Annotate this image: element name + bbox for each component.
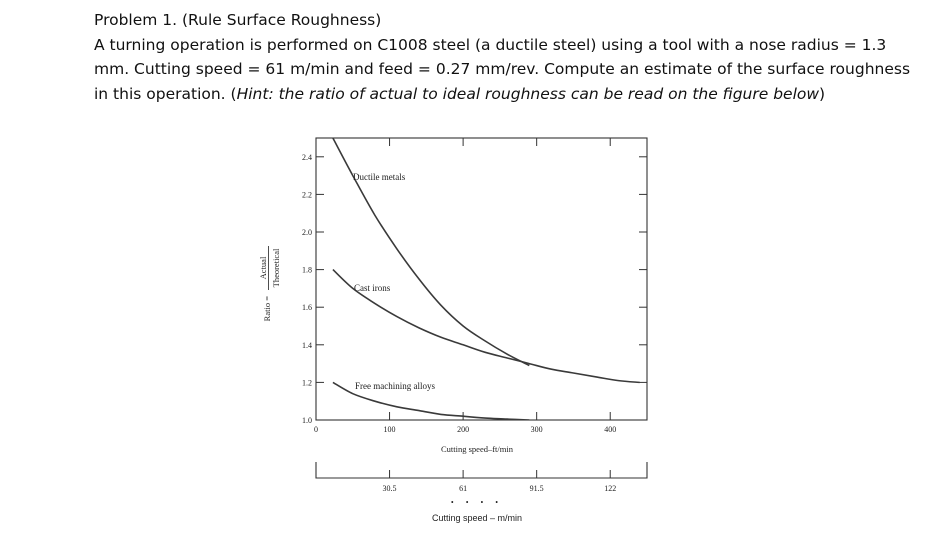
secondary-axis-label: Cutting speed – m/min [432, 513, 522, 523]
y-axis-label-denominator: Theoretical [271, 248, 281, 287]
problem-line-1: A turning operation is performed on C100… [94, 35, 887, 54]
y-tick-label-2: 1.4 [302, 341, 312, 350]
y-tick-label-1: 1.2 [302, 378, 312, 387]
problem-line-3-prefix: in this operation. ( [94, 84, 237, 103]
y-tick-label-0: 1.0 [302, 416, 312, 425]
secondary-tick-label-0: 30.5 [383, 484, 397, 493]
curve-label-ductile-metals: Ductile metals [353, 172, 406, 182]
curve-ductile-metals [332, 138, 530, 367]
plot-frame [315, 137, 648, 421]
curves [332, 138, 640, 420]
x-tick-label-1: 100 [384, 425, 396, 434]
curve-free-machining-alloys [332, 381, 530, 420]
y-tick-label-7: 2.4 [302, 153, 312, 162]
curve-label-free-machining-alloys: Free machining alloys [355, 381, 435, 391]
x-tick-label-4: 400 [604, 425, 616, 434]
y-axis-label-numerator: Actual [258, 256, 268, 279]
y-tick-label-4: 1.8 [302, 266, 312, 275]
curve-labels: Ductile metals Cast irons Free machining a… [353, 172, 435, 391]
y-axis-label: Ratio = Actual Theoretical [258, 246, 281, 321]
problem-line-3: in this operation. (Hint: the ratio of a… [94, 82, 944, 107]
x-tick-label-0: 0 [314, 425, 318, 434]
problem-line-2: mm. Cutting speed = 61 m/min and feed = … [94, 60, 911, 78]
secondary-tick-label-1: 61 [459, 484, 467, 493]
problem-line-3-suffix: ) [819, 84, 826, 103]
y-tick-label-6: 2.2 [302, 190, 312, 199]
y-tick-label-3: 1.6 [302, 303, 312, 312]
secondary-axis-dots: • • • • [451, 498, 503, 507]
y-tick-label-5: 2.0 [302, 228, 312, 237]
y-tick-labels: 1.0 1.2 1.4 1.6 1.8 2.0 2.2 2.4 [302, 153, 312, 425]
y-axis-label-prefix: Ratio = [262, 296, 272, 322]
secondary-tick-label-3: 122 [604, 484, 616, 493]
tick-marks [316, 138, 647, 421]
x-tick-label-3: 300 [531, 425, 543, 434]
secondary-axis-baseline [315, 462, 648, 479]
secondary-axis-ticks [389, 470, 611, 478]
x-tick-label-2: 200 [457, 425, 469, 434]
secondary-tick-label-2: 91.5 [530, 484, 544, 493]
problem-title: Problem 1. (Rule Surface Roughness) [94, 11, 382, 29]
curve-cast-irons [332, 269, 640, 384]
problem-statement: Problem 1. (Rule Surface Roughness) A tu… [94, 8, 944, 106]
x-axis-label: Cutting speed–ft/min [441, 444, 514, 454]
secondary-axis-tick-labels: 30.5 61 91.5 122 [383, 484, 617, 493]
curve-label-cast-irons: Cast irons [354, 283, 391, 293]
x-tick-labels: 0 100 200 300 400 [314, 425, 616, 434]
hint-text: Hint: the ratio of actual to ideal rough… [236, 84, 820, 103]
